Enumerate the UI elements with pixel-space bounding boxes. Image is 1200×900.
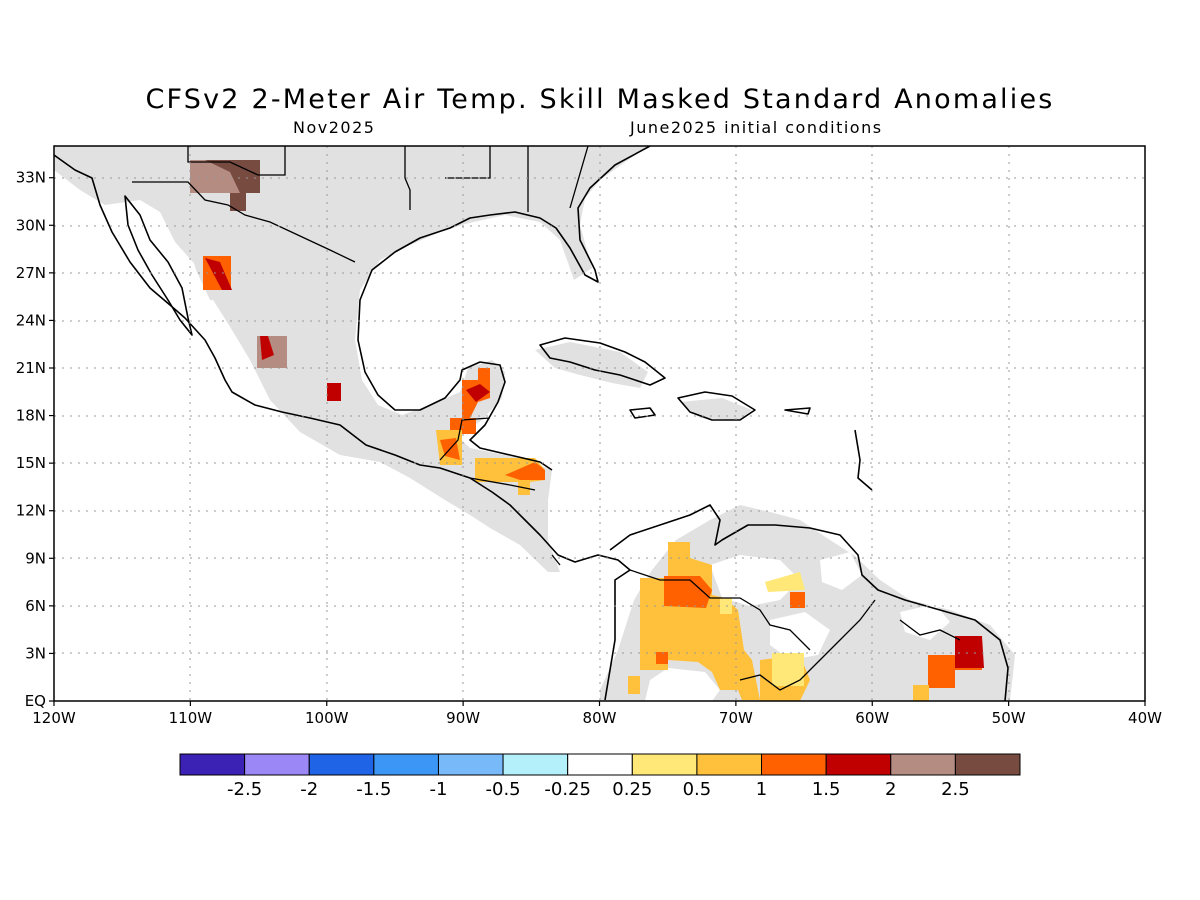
lon-tick-label: 80W — [583, 709, 617, 727]
colorbar-label: -0.25 — [544, 779, 591, 800]
lat-tick-label: 33N — [16, 169, 46, 187]
colorbar-swatch — [954, 753, 1021, 776]
anomaly-shading — [190, 160, 984, 701]
map-area — [54, 146, 1145, 701]
colorbar-label: 0.5 — [683, 779, 712, 800]
lon-tick-label: 50W — [992, 709, 1026, 727]
lat-tick-label: 18N — [16, 407, 46, 425]
lat-tick-label: 24N — [16, 311, 46, 329]
colorbar-swatch — [244, 753, 310, 776]
lat-tick-label: 9N — [25, 549, 46, 567]
colorbar-swatch — [308, 753, 375, 776]
borders — [132, 146, 961, 691]
colorbar-swatch — [631, 753, 698, 776]
map-grid — [54, 146, 1145, 701]
lat-tick-label: 21N — [16, 359, 46, 377]
lon-tick-label: 70W — [719, 709, 753, 727]
lat-tick-label: EQ — [25, 692, 46, 710]
neutral-areas — [645, 552, 950, 701]
lon-tick-label: 100W — [305, 709, 349, 727]
colorbar-swatch — [179, 753, 246, 776]
colorbar-label: -1 — [429, 779, 447, 800]
map-title: CFSv2 2-Meter Air Temp. Skill Masked Sta… — [145, 84, 1055, 115]
colorbar-label: -2.5 — [227, 779, 262, 800]
colorbar: -2.5 -2 -1.5 -1 -0.5 -0.25 0.25 0.5 1 1.5 2 2.5 — [179, 753, 1021, 800]
colorbar-label: -0.5 — [486, 779, 521, 800]
lon-tick-label: 90W — [446, 709, 480, 727]
lon-tick-label: 60W — [855, 709, 889, 727]
colorbar-label: 1 — [756, 779, 767, 800]
lat-tick-label: 6N — [25, 597, 46, 615]
latitude-axis: 33N 30N 27N 24N 21N 18N 15N 12N 9N 6N 3N EQ — [16, 169, 54, 710]
colorbar-swatch — [502, 753, 569, 776]
target-month: Nov2025 — [293, 118, 376, 137]
colorbar-label: 0.25 — [612, 779, 652, 800]
colorbar-swatch — [696, 753, 763, 776]
lat-tick-label: 30N — [16, 216, 46, 234]
colorbar-swatch — [890, 753, 956, 776]
initial-conditions: June2025 initial conditions — [630, 118, 883, 137]
longitude-axis: 120W 110W 100W 90W 80W 70W 60W 50W 40W — [32, 701, 1162, 727]
lon-tick-label: 120W — [32, 709, 76, 727]
colorbar-swatch — [761, 753, 827, 776]
coastlines — [54, 146, 1009, 701]
colorbar-label: -2 — [300, 779, 318, 800]
colorbar-swatch — [373, 753, 439, 776]
lon-tick-label: 40W — [1128, 709, 1162, 727]
colorbar-label: 2.5 — [941, 779, 970, 800]
colorbar-swatch — [437, 753, 504, 776]
lat-tick-label: 3N — [25, 644, 46, 662]
lat-tick-label: 12N — [16, 502, 46, 520]
lat-tick-label: 27N — [16, 264, 46, 282]
colorbar-label: 2 — [885, 779, 896, 800]
colorbar-label: 1.5 — [812, 779, 841, 800]
lat-tick-label: 15N — [16, 454, 46, 472]
colorbar-swatch — [825, 753, 892, 776]
lon-tick-label: 110W — [169, 709, 213, 727]
colorbar-label: -1.5 — [356, 779, 391, 800]
colorbar-swatch — [567, 753, 633, 776]
skill-mask — [54, 146, 1015, 701]
